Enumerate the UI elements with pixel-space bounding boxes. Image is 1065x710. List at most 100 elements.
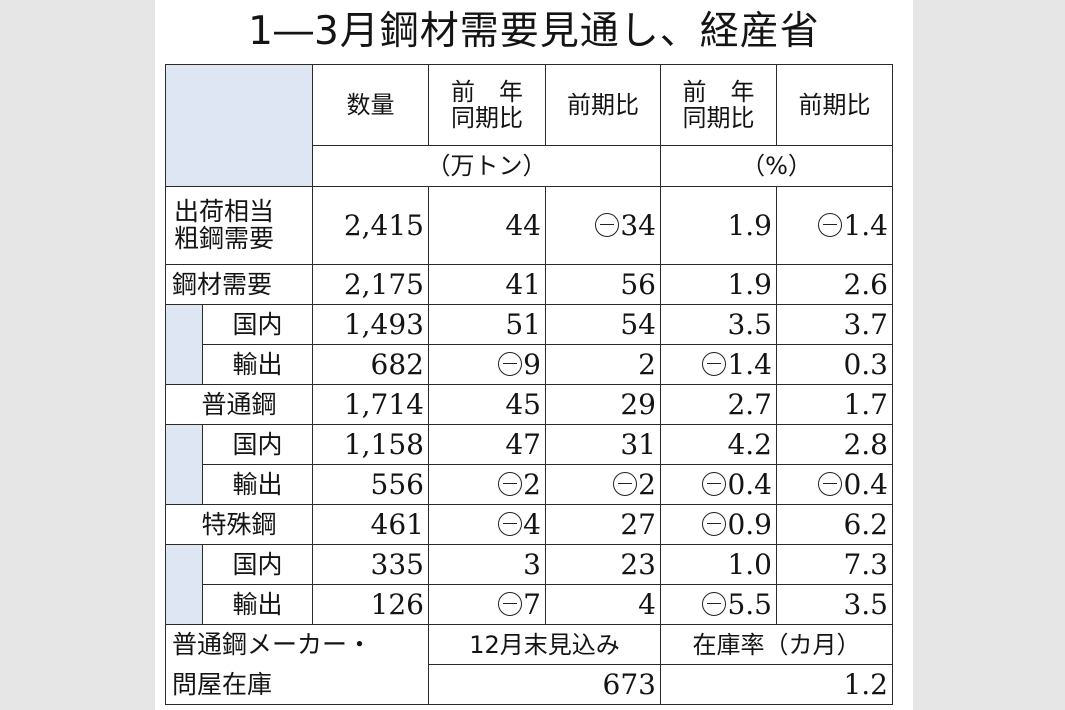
cell-qoq: 54 [545, 304, 661, 345]
footer-value-a: 673 [428, 664, 661, 705]
cell-qoq: 2 [545, 344, 661, 385]
minus-circle-icon [702, 511, 727, 536]
cell-yoy-pct: 0.4 [660, 464, 777, 505]
footer-label-line1: 普通鋼メーカー・ [165, 624, 429, 665]
cell-yoy-pct: 1.4 [660, 344, 777, 385]
footer-header-b: 在庫率（カ月） [660, 624, 893, 665]
footer-value-b: 1.2 [660, 664, 893, 705]
cell-qoq-pct: 2.6 [776, 264, 893, 305]
minus-circle-icon [498, 471, 523, 496]
minus-circle-icon [702, 351, 727, 376]
row-label: 普通鋼 [165, 384, 313, 425]
cell-qty: 1,493 [312, 304, 429, 345]
cell-qoq-pct: 7.3 [776, 544, 893, 585]
minus-circle-icon [498, 591, 523, 616]
table-row: 出荷相当 粗鋼需要 2,415 44 34 1.9 1.4 [165, 186, 893, 265]
cell-yoy-pct: 4.2 [660, 424, 777, 465]
table-row: 鋼材需要 2,175 41 56 1.9 2.6 [165, 264, 893, 305]
table-row: 国内 335 3 23 1.0 7.3 [165, 544, 893, 625]
minus-circle-icon [613, 471, 638, 496]
unit-percent: （%） [660, 145, 893, 187]
row-label: 鋼材需要 [165, 264, 313, 305]
cell-yoy: 44 [428, 186, 546, 265]
cell-qoq-pct: 2.8 [776, 424, 893, 465]
header-yoy-pct: 前 年 同期比 [660, 64, 777, 146]
table-row: 輸出 126 7 4 5.5 3.5 [166, 584, 893, 625]
cell-qty: 2,175 [312, 264, 429, 305]
cell-qty: 1,714 [312, 384, 429, 425]
cell-qoq: 34 [545, 186, 661, 265]
row-label: 国内 [202, 544, 313, 585]
table-row: 普通鋼 1,714 45 29 2.7 1.7 [165, 384, 893, 425]
paper: 1―3月鋼材需要見通し、経産省 数量 前 年 同期比 前期比 前 年 同期比 前… [155, 0, 913, 710]
footer-header-a: 12月末見込み [428, 624, 661, 665]
indent-spacer [165, 424, 203, 505]
cell-yoy: 2 [428, 464, 546, 505]
cell-qoq-pct: 6.2 [776, 504, 893, 545]
table-row: 輸出 682 9 2 1.4 0.3 [166, 344, 893, 385]
cell-qoq: 31 [545, 424, 661, 465]
cell-qty: 126 [312, 584, 429, 625]
steel-demand-table: 数量 前 年 同期比 前期比 前 年 同期比 前期比 （万トン） （%） 出荷相… [165, 64, 893, 705]
cell-qoq: 23 [545, 544, 661, 585]
header-qoq: 前期比 [545, 64, 661, 146]
cell-yoy-pct: 1.0 [660, 544, 777, 585]
cell-yoy: 4 [428, 504, 546, 545]
cell-yoy-pct: 5.5 [660, 584, 777, 625]
cell-yoy-pct: 2.7 [660, 384, 777, 425]
cell-yoy: 3 [428, 544, 546, 585]
cell-qoq: 27 [545, 504, 661, 545]
table-row: 国内 1,158 47 31 4.2 2.8 [165, 424, 893, 505]
indent-spacer [165, 304, 203, 385]
cell-qoq-pct: 0.4 [776, 464, 893, 505]
cell-yoy-pct: 1.9 [660, 186, 777, 265]
cell-yoy: 7 [428, 584, 546, 625]
cell-qoq-pct: 0.3 [776, 344, 893, 385]
cell-yoy-pct: 0.9 [660, 504, 777, 545]
cell-qty: 682 [312, 344, 429, 385]
cell-qty: 556 [312, 464, 429, 505]
footer-row: 問屋在庫 673 1.2 [165, 664, 893, 705]
cell-qoq-pct: 1.4 [776, 186, 893, 265]
minus-circle-icon [702, 591, 727, 616]
row-label: 特殊鋼 [165, 504, 313, 545]
cell-yoy: 45 [428, 384, 546, 425]
row-label: 輸出 [202, 584, 313, 625]
cell-qoq: 4 [545, 584, 661, 625]
row-label: 国内 [202, 424, 313, 465]
header-qty: 数量 [312, 64, 429, 146]
minus-circle-icon [595, 212, 620, 237]
cell-qoq: 56 [545, 264, 661, 305]
cell-qoq: 29 [545, 384, 661, 425]
minus-circle-icon [498, 511, 523, 536]
minus-circle-icon [818, 471, 843, 496]
cell-yoy: 47 [428, 424, 546, 465]
header-qoq-pct: 前期比 [776, 64, 893, 146]
table-row: 国内 1,493 51 54 3.5 3.7 [165, 304, 893, 385]
footer-label-line2: 問屋在庫 [165, 664, 429, 705]
header-yoy: 前 年 同期比 [428, 64, 546, 146]
row-label: 輸出 [202, 464, 313, 505]
row-label: 輸出 [202, 344, 313, 385]
cell-qoq-pct: 3.5 [776, 584, 893, 625]
cell-qty: 2,415 [312, 186, 429, 265]
cell-yoy: 51 [428, 304, 546, 345]
cell-qty: 1,158 [312, 424, 429, 465]
cell-yoy: 9 [428, 344, 546, 385]
footer-row: 普通鋼メーカー・ 12月末見込み 在庫率（カ月） [165, 624, 893, 665]
minus-circle-icon [498, 351, 523, 376]
table-row: 特殊鋼 461 4 27 0.9 6.2 [165, 504, 893, 545]
corner-cell [165, 64, 313, 187]
cell-qoq-pct: 3.7 [776, 304, 893, 345]
cell-yoy-pct: 3.5 [660, 304, 777, 345]
cell-qty: 461 [312, 504, 429, 545]
table-row: 輸出 556 2 2 0.4 0.4 [166, 464, 893, 505]
indent-spacer [165, 544, 203, 625]
row-label: 出荷相当 粗鋼需要 [165, 186, 313, 265]
table-title: 1―3月鋼材需要見通し、経産省 [248, 9, 820, 54]
row-label: 国内 [202, 304, 313, 345]
cell-yoy: 41 [428, 264, 546, 305]
unit-tons: （万トン） [312, 145, 661, 187]
cell-yoy-pct: 1.9 [660, 264, 777, 305]
minus-circle-icon [702, 471, 727, 496]
